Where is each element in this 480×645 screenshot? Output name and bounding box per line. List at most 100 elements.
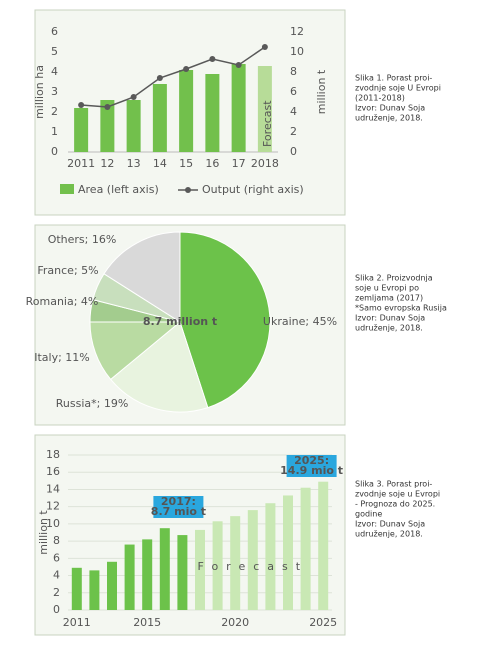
y2-axis-title: million t [315, 69, 328, 114]
legend-marker [185, 187, 191, 193]
x-tick-label: 17 [232, 157, 246, 170]
y2-tick-label: 12 [290, 25, 304, 38]
y2-tick-label: 2 [290, 125, 297, 138]
slice-label: Italy; 11% [34, 351, 90, 364]
bar [89, 570, 100, 610]
annotation-box [153, 496, 204, 518]
annotation-box [286, 455, 337, 477]
caption: (2011-2018) [355, 94, 405, 103]
annotation-text: 14.9 mio t [280, 464, 343, 477]
line [81, 46, 266, 108]
line-point [261, 44, 268, 50]
x-tick-label: 13 [127, 157, 141, 170]
x-tick-label: 2018 [251, 157, 279, 170]
y-tick-label: 8 [53, 534, 60, 547]
bar [212, 521, 223, 610]
line-point [156, 75, 163, 81]
y2-tick-label: 6 [290, 85, 297, 98]
bar [142, 539, 153, 610]
y-tick-label: 18 [46, 448, 60, 461]
bar [179, 70, 194, 152]
x-tick-label: 2025 [309, 616, 337, 629]
caption: Slika 1. Porast proi- [355, 74, 432, 83]
line-point [235, 62, 242, 68]
caption: udruženje, 2018. [355, 324, 423, 333]
annotation-text: 2017: [161, 495, 196, 508]
y-tick-label: 3 [51, 85, 58, 98]
forecast-label: Forecast [198, 560, 309, 573]
slice-label: Ukraine; 45% [263, 315, 337, 328]
bar [152, 84, 167, 152]
x-tick-label: 2011 [67, 157, 95, 170]
y-tick-label: 4 [53, 569, 60, 582]
y-tick-label: 14 [46, 482, 60, 495]
bar [124, 544, 135, 610]
bar [247, 510, 258, 610]
center-label: 8.7 million t [143, 315, 217, 328]
line-point [78, 102, 85, 108]
pie-slice [179, 231, 271, 409]
y-tick-label: 0 [53, 603, 60, 616]
caption: zvodnje soje U Evropi [355, 84, 441, 93]
caption: - Prognoza do 2025. [355, 500, 435, 509]
pie-slice [103, 231, 181, 323]
legend-swatch [60, 184, 74, 194]
bar [265, 503, 276, 610]
y-tick-label: 2 [53, 586, 60, 599]
x-tick-label: 16 [205, 157, 219, 170]
x-tick-label: 15 [179, 157, 193, 170]
bar [177, 535, 188, 610]
legend-label: Area (left axis) [78, 183, 159, 196]
y-axis-title: million t [37, 510, 50, 555]
caption: zvodnje soje u Evropi [355, 490, 440, 499]
x-tick-label: 14 [153, 157, 167, 170]
x-tick-label: 2015 [133, 616, 161, 629]
y-tick-label: 6 [53, 551, 60, 564]
y-tick-label: 6 [51, 25, 58, 38]
caption: *Samo evropska Rusija [355, 304, 447, 313]
y-tick-label: 4 [51, 65, 58, 78]
bar [257, 66, 272, 152]
y-tick-label: 0 [51, 145, 58, 158]
line-point [183, 66, 190, 72]
bar [230, 516, 241, 610]
bar [100, 100, 115, 152]
slice-label: Romania; 4% [26, 295, 99, 308]
y-tick-label: 10 [46, 517, 60, 530]
line-point [104, 104, 111, 110]
bar [126, 100, 141, 152]
annotation: Forecast [261, 100, 274, 147]
caption: udruženje, 2018. [355, 530, 423, 539]
caption: Izvor: Dunav Soja [355, 314, 425, 323]
bar [195, 529, 205, 610]
caption: Izvor: Dunav Soja [355, 520, 425, 529]
y2-tick-label: 0 [290, 145, 297, 158]
slice-label: Russia*; 19% [56, 397, 129, 410]
bar [231, 64, 246, 152]
bar [159, 528, 170, 610]
y-tick-label: 16 [46, 465, 60, 478]
legend-label: Output (right axis) [202, 183, 304, 196]
bar [74, 108, 89, 152]
x-tick-label: 12 [100, 157, 114, 170]
y2-tick-label: 8 [290, 65, 297, 78]
y-tick-label: 2 [51, 105, 58, 118]
bar [107, 561, 117, 610]
bar [300, 487, 311, 610]
caption: Izvor: Dunav Soja [355, 104, 425, 113]
y-tick-label: 5 [51, 45, 58, 58]
y2-tick-label: 10 [290, 45, 304, 58]
slice-label: Others; 16% [48, 233, 117, 246]
caption: zemljama (2017) [355, 294, 423, 303]
bar [205, 74, 220, 152]
bar [318, 481, 329, 610]
x-tick-label: 2011 [63, 616, 91, 629]
y2-tick-label: 4 [290, 105, 297, 118]
annotation-text: 2025: [294, 454, 329, 467]
annotation-text: 8.7 mio t [151, 505, 206, 518]
caption: Slika 2. Proizvodnja [355, 274, 433, 283]
y-tick-label: 12 [46, 500, 60, 513]
bar [283, 495, 293, 610]
